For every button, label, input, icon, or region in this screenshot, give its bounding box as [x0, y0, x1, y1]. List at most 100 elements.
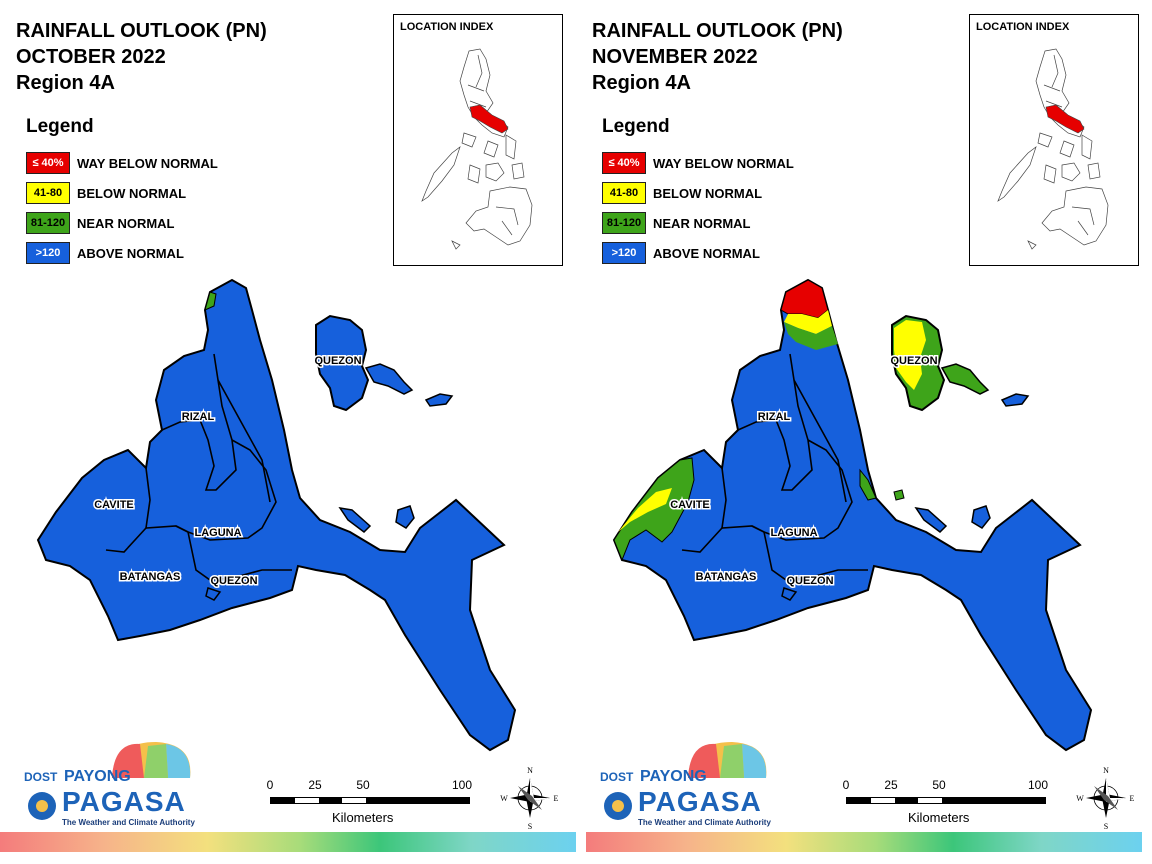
legend-swatch-yellow: 41-80 — [602, 182, 646, 204]
scale-bar-segments — [846, 797, 1046, 804]
legend: Legend ≤ 40% WAY BELOW NORMAL 41-80 BELO… — [26, 116, 218, 268]
logo-payong-text: PAYONG — [64, 768, 131, 785]
near-normal-patch — [204, 291, 217, 311]
compass-icon: N S E W — [1076, 766, 1135, 831]
compass-n: N — [527, 766, 533, 775]
legend-label: ABOVE NORMAL — [77, 245, 184, 261]
legend-item-way-below: ≤ 40% WAY BELOW NORMAL — [602, 148, 794, 178]
compass-rose: N S E W — [1076, 764, 1136, 831]
compass-s: S — [528, 822, 532, 830]
title-line-2: OCTOBER 2022 — [16, 46, 166, 68]
location-index-title: LOCATION INDEX — [400, 21, 494, 33]
scale-tick: 0 — [266, 778, 274, 792]
label-batangas: BATANGAS — [120, 571, 181, 583]
island-small-south — [781, 587, 798, 601]
legend-label: NEAR NORMAL — [653, 215, 751, 231]
title-line-1: RAINFALL OUTLOOK (PN) — [592, 20, 843, 42]
label-rizal: RIZAL — [758, 411, 791, 423]
legend-item-above: >120 ABOVE NORMAL — [26, 238, 218, 268]
scale-tick: 50 — [356, 778, 370, 792]
legend-item-above: >120 ABOVE NORMAL — [602, 238, 794, 268]
island-small-green — [893, 489, 905, 501]
pagasa-logo: DOST PAYONG PAGASA The Weather and Clima… — [16, 738, 206, 834]
legend-title: Legend — [602, 116, 670, 137]
legend-item-near: 81-120 NEAR NORMAL — [26, 208, 218, 238]
legend-item-way-below: ≤ 40% WAY BELOW NORMAL — [26, 148, 218, 178]
island-mid — [914, 506, 948, 533]
below-normal-zone-cavite — [618, 488, 672, 532]
location-index-box: LOCATION INDEX — [969, 14, 1139, 266]
region-4a-highlight — [469, 104, 509, 134]
island-east — [940, 363, 990, 395]
legend-item-below: 41-80 BELOW NORMAL — [602, 178, 794, 208]
compass-s: S — [1104, 822, 1108, 830]
below-normal-zone — [784, 310, 832, 334]
near-normal-zone-coast — [859, 468, 877, 501]
legend: Legend ≤ 40% WAY BELOW NORMAL 41-80 BELO… — [602, 116, 794, 268]
umbrella-icon — [604, 742, 767, 820]
map-title: RAINFALL OUTLOOK (PN) OCTOBER 2022 Regio… — [16, 18, 267, 96]
label-cavite: CAVITE — [670, 499, 710, 511]
main-landmass — [36, 278, 517, 752]
label-batangas: BATANGAS — [696, 571, 757, 583]
legend-label: NEAR NORMAL — [77, 215, 175, 231]
label-quezon-south: QUEZON — [210, 575, 257, 587]
label-quezon-north: QUEZON — [890, 355, 937, 367]
label-quezon-south: QUEZON — [786, 575, 833, 587]
umbrella-icon — [28, 742, 191, 820]
province-boundaries — [105, 353, 292, 581]
scale-bar: 0 25 50 100 Kilometers — [260, 778, 480, 830]
compass-w: W — [500, 794, 508, 803]
legend-swatch-green: 81-120 — [602, 212, 646, 234]
region-map: QUEZON RIZAL CAVITE LAGUNA BATANGAS QUEZ… — [612, 278, 1093, 752]
title-line-3: Region 4A — [592, 72, 691, 94]
map-title: RAINFALL OUTLOOK (PN) NOVEMBER 2022 Regi… — [592, 18, 843, 96]
island-peninsula — [395, 505, 415, 529]
legend-swatch-blue: >120 — [602, 242, 646, 264]
island-small-east — [1000, 393, 1030, 407]
scale-tick: 50 — [932, 778, 946, 792]
footer-gradient-bar — [0, 832, 576, 852]
island-small-east — [424, 393, 454, 407]
scale-tick: 100 — [1027, 778, 1049, 792]
legend-label: BELOW NORMAL — [77, 185, 187, 201]
logo-pagasa-text: PAGASA — [638, 786, 762, 817]
legend-label: ABOVE NORMAL — [653, 245, 760, 261]
philippines-index-map — [421, 48, 533, 250]
compass-e: E — [554, 794, 559, 803]
compass-n: N — [1103, 766, 1109, 775]
philippines-index-map — [997, 48, 1109, 250]
logo-tagline: The Weather and Climate Authority — [638, 818, 771, 827]
compass-icon: N S E W — [500, 766, 559, 831]
scale-bar: 0 25 50 100 Kilometers — [836, 778, 1056, 830]
logo-pagasa-text: PAGASA — [62, 786, 186, 817]
panel-november: RAINFALL OUTLOOK (PN) NOVEMBER 2022 Regi… — [576, 0, 1152, 864]
logo-dost-text: DOST — [24, 770, 58, 784]
compass-w: W — [1076, 794, 1084, 803]
scale-unit-label: Kilometers — [332, 810, 394, 825]
footer-gradient-bar — [586, 832, 1142, 852]
legend-swatch-yellow: 41-80 — [26, 182, 70, 204]
compass-e: E — [1130, 794, 1135, 803]
label-laguna: LAGUNA — [194, 527, 241, 539]
island-small-south — [205, 587, 222, 601]
legend-item-below: 41-80 BELOW NORMAL — [26, 178, 218, 208]
legend-swatch-blue: >120 — [26, 242, 70, 264]
scale-bar-segments — [270, 797, 470, 804]
legend-item-near: 81-120 NEAR NORMAL — [602, 208, 794, 238]
location-index-box: LOCATION INDEX — [393, 14, 563, 266]
logo-tagline: The Weather and Climate Authority — [62, 818, 195, 827]
island-peninsula — [971, 505, 991, 529]
region-map: QUEZON RIZAL CAVITE LAGUNA BATANGAS QUEZ… — [36, 278, 517, 752]
scale-tick: 25 — [308, 778, 322, 792]
island-east — [364, 363, 414, 395]
main-landmass — [612, 278, 1093, 752]
legend-label: WAY BELOW NORMAL — [653, 155, 794, 171]
legend-label: BELOW NORMAL — [653, 185, 763, 201]
scale-unit-label: Kilometers — [908, 810, 970, 825]
title-line-2: NOVEMBER 2022 — [592, 46, 758, 68]
legend-title: Legend — [26, 116, 94, 137]
island-quezon-north — [315, 314, 370, 412]
legend-label: WAY BELOW NORMAL — [77, 155, 218, 171]
region-4a-highlight — [1045, 104, 1085, 134]
